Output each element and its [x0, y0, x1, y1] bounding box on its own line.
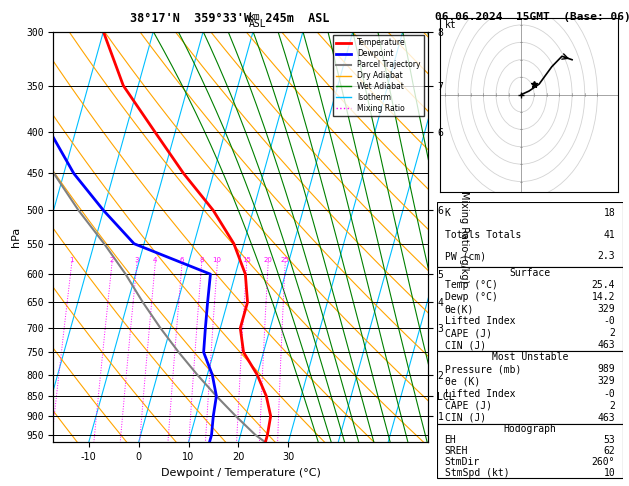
Y-axis label: Mixing Ratio (g/kg): Mixing Ratio (g/kg): [459, 191, 469, 283]
Text: 2: 2: [109, 257, 114, 263]
Text: 38°17'N  359°33'W  245m  ASL: 38°17'N 359°33'W 245m ASL: [130, 12, 330, 25]
Legend: Temperature, Dewpoint, Parcel Trajectory, Dry Adiabat, Wet Adiabat, Isotherm, Mi: Temperature, Dewpoint, Parcel Trajectory…: [333, 35, 424, 116]
Text: Surface: Surface: [509, 268, 550, 278]
Text: CIN (J): CIN (J): [445, 340, 486, 350]
Bar: [437, 267, 623, 351]
Text: 15: 15: [242, 257, 251, 263]
Text: 41: 41: [604, 229, 615, 240]
Text: 463: 463: [598, 413, 615, 423]
Text: Hodograph: Hodograph: [503, 424, 557, 434]
Text: Most Unstable: Most Unstable: [492, 352, 568, 362]
Text: ASL: ASL: [248, 19, 266, 30]
Text: 20: 20: [264, 257, 272, 263]
Text: km: km: [248, 12, 260, 22]
Bar: [437, 351, 623, 424]
Text: 25: 25: [281, 257, 289, 263]
Bar: [437, 202, 623, 267]
Y-axis label: hPa: hPa: [11, 227, 21, 247]
Text: 18: 18: [604, 208, 615, 218]
Text: PW (cm): PW (cm): [445, 251, 486, 261]
Text: θe (K): θe (K): [445, 377, 480, 386]
Text: 10: 10: [604, 468, 615, 478]
Text: StmDir: StmDir: [445, 457, 480, 467]
Text: 329: 329: [598, 377, 615, 386]
Text: Pressure (mb): Pressure (mb): [445, 364, 521, 374]
Text: Lifted Index: Lifted Index: [445, 316, 515, 326]
Text: 53: 53: [604, 435, 615, 445]
Text: 3: 3: [135, 257, 139, 263]
Text: Lifted Index: Lifted Index: [445, 389, 515, 399]
Text: 10: 10: [213, 257, 221, 263]
Text: SREH: SREH: [445, 446, 468, 456]
Text: 06.06.2024  15GMT  (Base: 06): 06.06.2024 15GMT (Base: 06): [435, 12, 629, 22]
Text: 25.4: 25.4: [592, 280, 615, 290]
Text: 2.3: 2.3: [598, 251, 615, 261]
Text: CAPE (J): CAPE (J): [445, 328, 492, 338]
Text: -0: -0: [604, 316, 615, 326]
Text: CAPE (J): CAPE (J): [445, 400, 492, 411]
Text: 62: 62: [604, 446, 615, 456]
X-axis label: Dewpoint / Temperature (°C): Dewpoint / Temperature (°C): [160, 468, 321, 478]
Text: 989: 989: [598, 364, 615, 374]
Text: Dewp (°C): Dewp (°C): [445, 292, 498, 302]
Text: K: K: [445, 208, 450, 218]
Text: θe(K): θe(K): [445, 304, 474, 314]
Text: 8: 8: [199, 257, 204, 263]
Text: StmSpd (kt): StmSpd (kt): [445, 468, 509, 478]
Text: 4: 4: [153, 257, 157, 263]
Text: kt: kt: [445, 20, 457, 31]
Text: EH: EH: [445, 435, 456, 445]
Text: 1: 1: [69, 257, 74, 263]
Text: Totals Totals: Totals Totals: [445, 229, 521, 240]
Text: 14.2: 14.2: [592, 292, 615, 302]
Text: 329: 329: [598, 304, 615, 314]
Text: -0: -0: [604, 389, 615, 399]
Text: Temp (°C): Temp (°C): [445, 280, 498, 290]
Text: 260°: 260°: [592, 457, 615, 467]
Text: 463: 463: [598, 340, 615, 350]
Text: 6: 6: [179, 257, 184, 263]
Text: 2: 2: [610, 400, 615, 411]
Text: CIN (J): CIN (J): [445, 413, 486, 423]
Bar: [437, 424, 623, 478]
Text: 2: 2: [610, 328, 615, 338]
